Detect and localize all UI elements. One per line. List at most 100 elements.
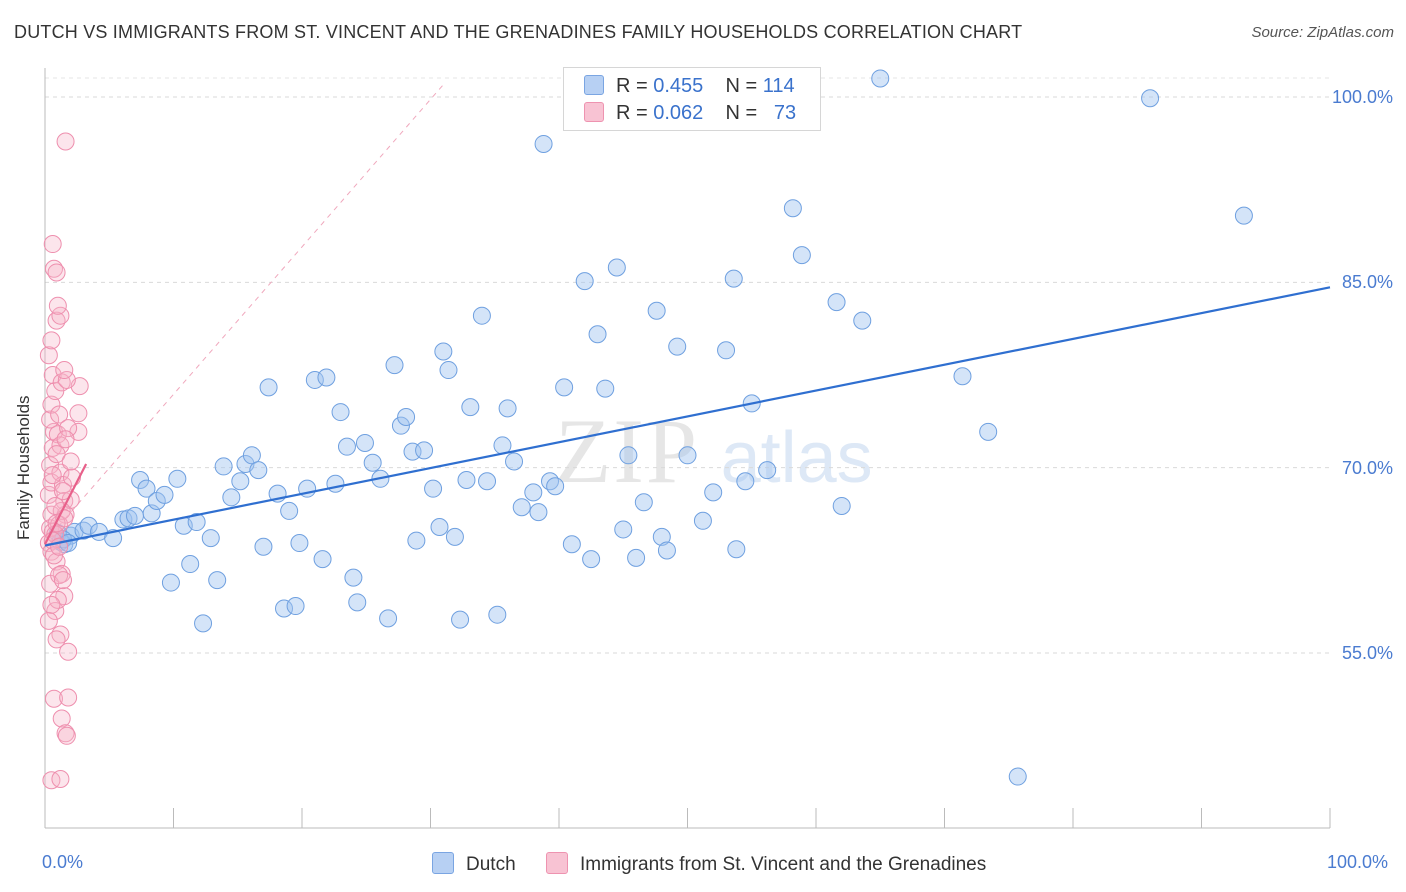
dutch-point-89	[652, 527, 671, 546]
svg-legend-swatch	[546, 852, 568, 874]
watermark-zip: ZIP	[555, 400, 696, 502]
dutch-point-105	[853, 311, 872, 330]
dutch-point-53	[397, 408, 416, 427]
bottom-legend-dutch: Dutch	[432, 852, 516, 876]
dutch-point-97	[727, 540, 746, 559]
dutch-point-44	[337, 437, 356, 456]
dutch-point-39	[305, 370, 324, 389]
legend-n-label: N =	[725, 75, 763, 97]
y-tick-label-85: 85.0%	[1341, 272, 1393, 293]
dutch-point-78	[562, 535, 581, 554]
dutch-point-91	[668, 337, 687, 356]
dutch-point-86	[627, 548, 646, 567]
dutch-point-17	[161, 573, 180, 592]
dutch-point-87	[634, 493, 653, 512]
dutch-point-21	[187, 513, 206, 532]
dutch-swatch	[584, 75, 604, 95]
dutch-point-50	[379, 609, 398, 628]
dutch-point-20	[181, 555, 200, 574]
dutch-point-47	[355, 433, 374, 452]
y-tick-label-70: 70.0%	[1341, 457, 1393, 478]
dutch-point-75	[541, 472, 560, 491]
dutch-point-73	[529, 503, 548, 522]
dutch-point-29	[242, 446, 261, 465]
legend-row-dutch: R = 0.455 N = 114	[584, 75, 795, 101]
dutch-point-107	[953, 367, 972, 386]
dutch-point-6	[79, 516, 98, 535]
dutch-point-18	[168, 469, 187, 488]
y-axis-title: Family Households	[14, 395, 33, 540]
bottom-legend-svg: Immigrants from St. Vincent and the Gren…	[546, 852, 986, 876]
dutch-point-79	[575, 272, 594, 291]
dutch-point-67	[488, 605, 507, 624]
dutch-point-65	[472, 306, 491, 325]
dutch-point-5	[74, 521, 93, 540]
dutch-point-69	[498, 399, 517, 418]
dutch-point-40	[313, 550, 332, 569]
dutch-point-34	[275, 599, 294, 618]
dutch-point-16	[155, 485, 174, 504]
source-credit: Source: ZipAtlas.com	[1251, 24, 1394, 41]
dutch-point-56	[415, 441, 434, 460]
dutch-point-24	[208, 571, 227, 590]
dutch-point-42	[326, 474, 345, 493]
dutch-point-31	[254, 537, 273, 556]
legend-row-svg: R = 0.062 N = 73	[584, 102, 796, 128]
x-tick-label-min: 0.0%	[42, 852, 84, 872]
dutch-point-61	[445, 527, 464, 546]
svg-points	[39, 132, 89, 790]
dutch-point-77	[555, 378, 574, 397]
dutch-point-43	[331, 403, 350, 422]
legend-dutch-r: 0.455	[653, 75, 704, 97]
dutch-point-111	[1234, 206, 1253, 225]
dutch-point-45	[344, 568, 363, 587]
dutch-point-11	[125, 506, 144, 525]
dutch-point-82	[596, 379, 615, 398]
dutch-point-109	[1008, 767, 1027, 786]
axes	[44, 68, 1331, 829]
watermark: ZIP atlas	[555, 398, 873, 504]
dutch-point-57	[424, 479, 443, 498]
dutch-point-8	[104, 529, 123, 548]
legend-svg-n: 73	[773, 102, 797, 124]
dutch-point-88	[647, 301, 666, 320]
dutch-point-74	[534, 134, 553, 153]
dutch-point-22	[194, 614, 213, 633]
dutch-point-83	[607, 258, 626, 277]
dutch-point-84	[614, 520, 633, 539]
dutch-trend-line	[44, 286, 1331, 547]
y-tick-label-100: 100.0%	[1331, 87, 1393, 107]
dutch-point-60	[439, 361, 458, 380]
dutch-point-71	[512, 498, 531, 517]
dutch-legend-label: Dutch	[466, 854, 516, 875]
y-tick-label-55: 55.0%	[1341, 643, 1393, 663]
legend-r-label: R =	[616, 75, 654, 97]
reference-diagonal	[44, 84, 444, 543]
dutch-point-94	[704, 483, 723, 502]
grid-lines	[45, 77, 1330, 654]
dutch-point-46	[348, 593, 367, 612]
svg-swatch	[584, 102, 604, 122]
trend-lines	[44, 286, 1331, 547]
dutch-point-30	[249, 461, 268, 480]
dutch-point-63	[457, 471, 476, 490]
dutch-point-108	[979, 422, 998, 441]
dutch-point-85	[619, 446, 638, 465]
legend-dutch-n: 114	[762, 75, 795, 97]
dutch-point-36	[286, 597, 305, 616]
dutch-point-106	[871, 69, 890, 88]
dutch-point-66	[478, 472, 497, 491]
dutch-point-92	[678, 446, 697, 465]
dutch-point-81	[588, 325, 607, 344]
chart-title: DUTCH VS IMMIGRANTS FROM ST. VINCENT AND…	[14, 22, 1023, 42]
stats-legend: R = 0.455 N = 114 R = 0.062 N = 73	[563, 67, 821, 131]
dutch-point-93	[693, 511, 712, 530]
dutch-point-62	[451, 610, 470, 629]
legend-svg-r: 0.062	[653, 102, 704, 124]
dutch-point-100	[758, 461, 777, 480]
dutch-point-76	[546, 477, 565, 496]
x-tick-label-max: 100.0%	[1327, 852, 1389, 872]
watermark-atlas: atlas	[720, 418, 873, 498]
dutch-point-98	[736, 472, 755, 491]
